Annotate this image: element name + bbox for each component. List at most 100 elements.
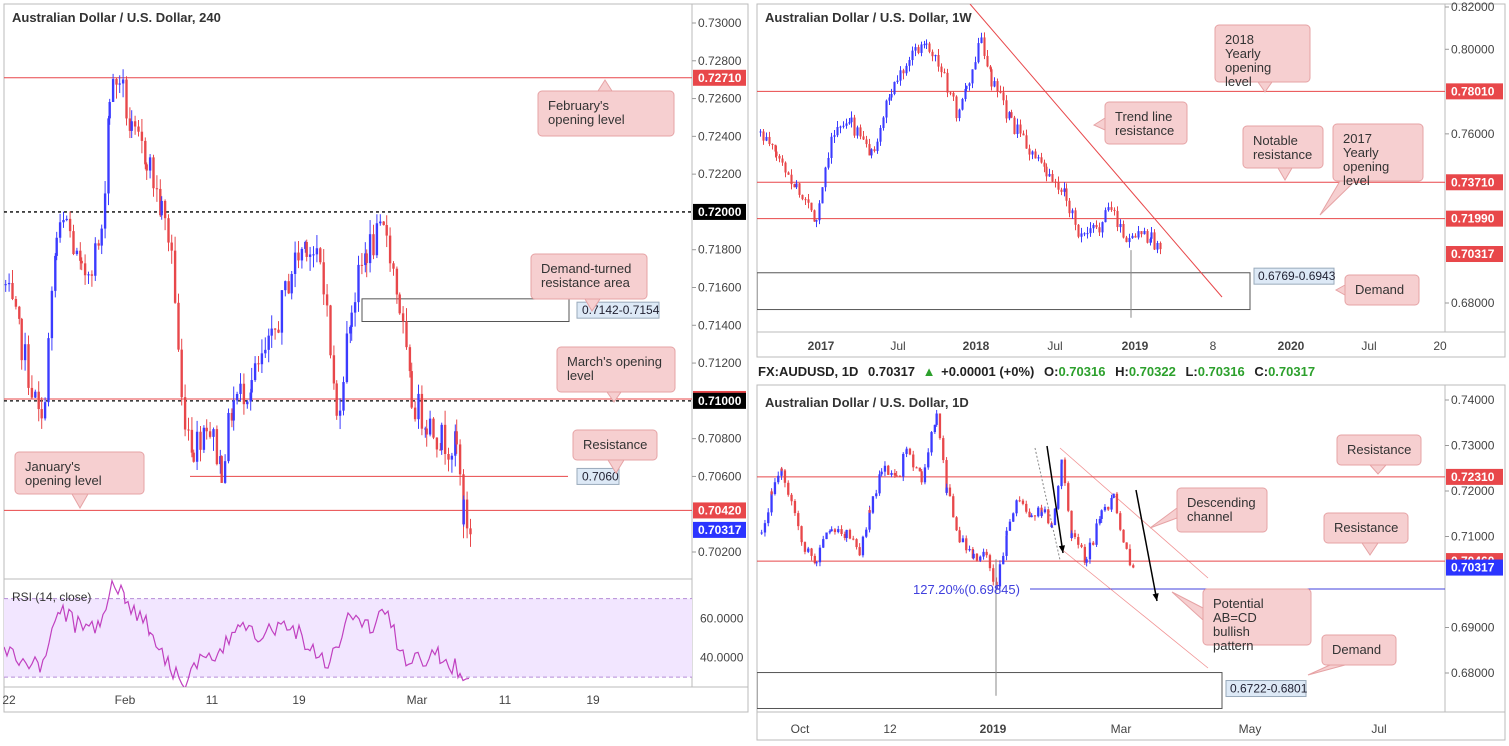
callout-d1-demand-text: Demand [1332,642,1381,657]
callout-feb-open-text: opening level [548,112,625,127]
h4-candle [34,389,37,398]
callout-2018-yearly-text: Yearly [1225,46,1261,61]
h4-candle [173,236,177,304]
d1-candle [930,431,933,456]
arrow-ab-leg-shaft [1046,445,1064,554]
w1-candle [815,219,818,228]
w1-candle [839,125,842,134]
h4-candle-body [443,424,447,455]
w1-candle [1071,208,1074,220]
h4-x-tick-label: 11 [499,693,512,707]
h4-candle [103,181,107,239]
h4-candle-body [137,126,140,132]
h4-candle [50,286,54,351]
h4-candle-body [108,101,111,119]
d1-candle-body [880,471,883,475]
rsi-y-tick-label: 40.0000 [700,651,744,665]
w1-candle [1101,221,1104,238]
d1-candle [1053,508,1057,526]
h4-candle-body [304,242,307,249]
h4-candle-body [152,157,155,189]
d1-candle-body [883,465,887,472]
w1-candle [1048,168,1051,177]
w1-candle-body [1134,235,1137,238]
d1-y-tick-label: 0.71000 [1451,530,1495,544]
w1-candle-body [955,96,958,119]
d1-candle-body [1040,512,1043,516]
w1-chart-title: Australian Dollar / U.S. Dollar, 1W [765,10,972,25]
w1-candle [818,200,821,225]
h4-candle [417,384,420,429]
d1-candle [807,546,810,554]
d1-candle [918,467,922,472]
h4-candle [54,253,57,298]
h4-candle [368,220,372,273]
w1-candle [873,146,876,153]
h4-candle-body [420,393,424,429]
w1-candle [793,183,796,188]
w1-candle [879,125,882,146]
h4-candle [465,491,469,539]
h4-level-badge [693,392,746,409]
w1-candle-body [762,131,765,141]
h4-y-tick-label: 0.72200 [698,167,742,181]
d1-candle-body [1098,518,1102,524]
w1-candle [1037,154,1040,162]
h4-candle [338,398,342,430]
rsi-y-tick-label: 60.0000 [700,611,744,625]
d1-candle-body [837,529,840,533]
d1-candle [1112,493,1115,499]
d1-candle [920,468,923,485]
d1-candle-body [998,564,1002,587]
h4-candle-body [232,400,235,421]
h4-candle-body [34,391,37,398]
w1-candle [1013,115,1016,135]
callout-resistance-h4: Resistance [572,429,658,474]
w1-x-tick-label: Jul [890,339,905,353]
d1-candle-body [1122,529,1125,543]
d1-candle [902,452,905,482]
h4-candle [180,338,183,406]
h4-candle [223,454,227,484]
h4-candle-body [242,383,246,405]
w1-candle [1104,207,1107,223]
d1-candle-body [871,496,875,513]
d1-candle [915,466,918,469]
d1-candle-body [875,493,878,497]
callout-d1-demand-box [1321,634,1397,666]
w1-candle-body [986,55,989,67]
h4-candle-body [18,306,21,319]
d1-candle [1070,530,1073,539]
d1-candle-body [1125,542,1128,549]
ohlc-symbol: FX:AUDUSD, 1D [758,364,858,379]
h4-candle-body [413,407,417,420]
d1-candle-body [905,448,908,450]
w1-candle [1128,233,1131,248]
h4-candle-body [107,118,110,194]
h4-candle-body [50,290,54,339]
h4-candle-body [408,347,412,372]
ohlc-close: 0.70317 [868,364,915,379]
h4-candle-body [297,252,300,261]
d1-candle [1057,485,1060,510]
h4-candle-body [173,250,177,303]
h4-candle-body [469,528,472,535]
w1-candle-body [899,70,902,81]
d1-candle-body [1095,523,1098,545]
h4-candle-body [312,254,315,256]
w1-candle-body [787,172,790,175]
h4-candle-body [167,218,170,243]
w1-candle [1125,235,1128,243]
h4-candle-body [253,363,257,381]
d1-candle-body [770,491,773,495]
w1-candle [824,166,827,192]
h4-candle [227,408,230,464]
h4-candle [145,162,148,180]
h4-candle [420,385,424,436]
ab-dotted-line [1034,447,1061,561]
callout-d1-resistance-text: Resistance [1334,520,1398,535]
w1-candle-body [850,117,853,123]
w1-candle-body [1031,151,1034,155]
